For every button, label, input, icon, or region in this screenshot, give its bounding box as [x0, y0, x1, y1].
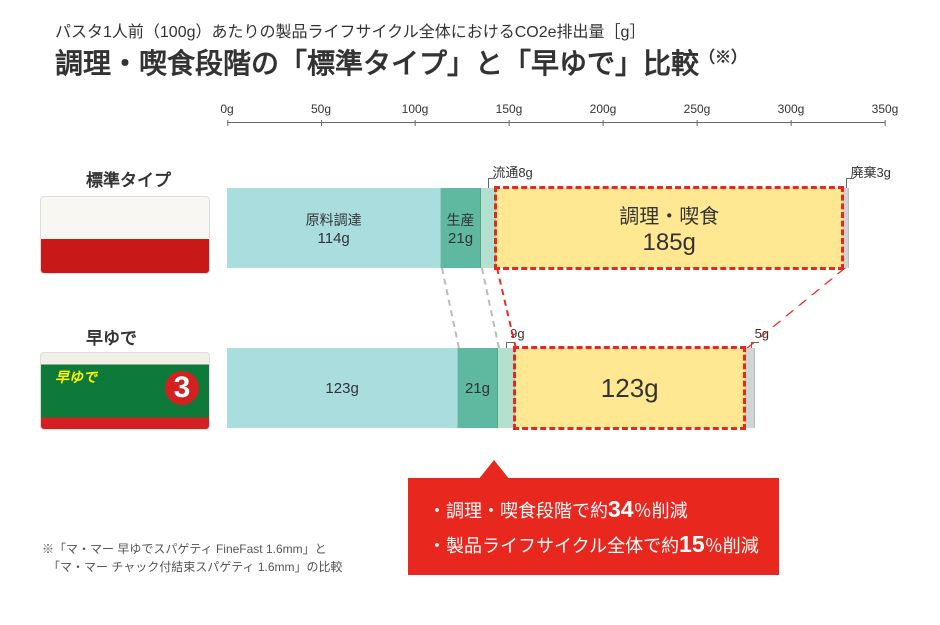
callout-line: [488, 178, 496, 179]
axis-tick: 250g: [684, 102, 711, 116]
segment-label: 原料調達: [306, 210, 362, 230]
product-image: [40, 352, 210, 430]
segment-value: 114g: [318, 230, 350, 247]
bar-segment: 調理・喫食185g: [496, 188, 844, 268]
summary-line: ・調理・喫食段階で約34％削減: [428, 492, 759, 527]
bar-segment: [746, 348, 755, 428]
summary-pointer: [478, 460, 510, 480]
axis-tick: 100g: [402, 102, 429, 116]
segment-value: 21g: [465, 380, 490, 397]
segment-value: 123g: [325, 380, 358, 397]
stacked-bar: 123g 21g 123g: [227, 348, 755, 428]
bar-segment: [481, 188, 496, 268]
callout-line: [488, 178, 489, 188]
callout-label: 廃棄3g: [850, 162, 890, 181]
segment-value: 185g: [643, 229, 696, 257]
connector-line: [481, 268, 500, 348]
bar-segment: [844, 188, 850, 268]
stacked-bar: 原料調達114g生産21g調理・喫食185g: [227, 188, 849, 268]
title-text: 調理・喫食段階の「標準タイプ」と「早ゆで」比較: [55, 48, 699, 79]
footnote-line1: ※「マ・マー 早ゆでスパゲティ FineFast 1.6mm」と: [42, 542, 327, 556]
footnote-line2: 「マ・マー チャック付結束スパゲティ 1.6mm」の比較: [42, 560, 343, 574]
axis-tick: 200g: [590, 102, 617, 116]
axis-tick: 50g: [311, 102, 331, 116]
segment-value: 21g: [448, 230, 473, 247]
axis-tick: 300g: [778, 102, 805, 116]
segment-value: 123g: [601, 373, 659, 404]
title: 調理・喫食段階の「標準タイプ」と「早ゆで」比較（※）: [55, 42, 747, 82]
summary-line: ・製品ライフサイクル全体で約15％削減: [428, 527, 759, 562]
callout-line: [846, 178, 854, 179]
bar-segment: 生産21g: [441, 188, 480, 268]
callout-label: 流通8g: [492, 162, 532, 181]
bar-segment: 123g: [227, 348, 458, 428]
axis-line: [227, 122, 885, 123]
axis-tick: 150g: [496, 102, 523, 116]
axis-tick: 350g: [872, 102, 899, 116]
axis-tick: 0g: [220, 102, 233, 116]
connector-line: [441, 268, 460, 348]
bar-segment: 21g: [458, 348, 497, 428]
title-note: （※）: [699, 50, 747, 67]
callout-line: [846, 178, 847, 188]
bar-segment: [498, 348, 515, 428]
subtitle: パスタ1人前（100g）あたりの製品ライフサイクル全体におけるCO2e排出量［g…: [55, 18, 645, 42]
highlight-connector: [496, 268, 517, 348]
highlight-connector: [746, 268, 846, 348]
row-label: 標準タイプ: [86, 166, 171, 191]
segment-label: 調理・喫食: [619, 200, 719, 229]
bar-segment: 原料調達114g: [227, 188, 441, 268]
bar-segment: 123g: [515, 348, 746, 428]
x-axis: 0g50g100g150g200g250g300g350g: [227, 102, 885, 132]
reduction-summary-box: ・調理・喫食段階で約34％削減・製品ライフサイクル全体で約15％削減: [408, 478, 779, 575]
row-label: 早ゆで: [86, 324, 137, 349]
footnote: ※「マ・マー 早ゆでスパゲティ FineFast 1.6mm」と 「マ・マー チ…: [42, 540, 343, 576]
product-image: [40, 196, 210, 274]
segment-label: 生産: [447, 210, 475, 230]
